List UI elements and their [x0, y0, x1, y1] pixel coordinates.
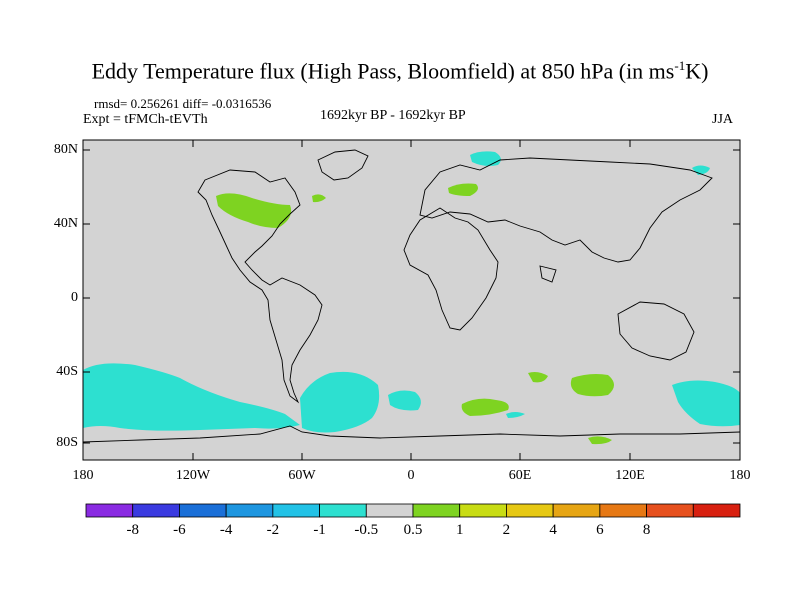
colorbar-swatch [599, 503, 647, 518]
lat-label-80n: 80N [53, 142, 78, 157]
lon-label-120w: 120W [175, 468, 211, 483]
lon-label-60w: 60W [288, 468, 316, 483]
southern-pacific-region [83, 363, 300, 431]
lon-label-180e: 180 [729, 468, 751, 483]
season-label: JJA [712, 112, 734, 127]
negative-flux-regions [83, 151, 740, 433]
lat-label-80s: 80S [56, 435, 78, 450]
colorbar-label: -2 [266, 522, 280, 538]
greenland-coastline [317, 149, 369, 181]
experiment-label: Expt = tFMCh-tEVTh [83, 112, 208, 127]
eurasia-coastline [419, 157, 713, 263]
colorbar-label: 0.5 [403, 522, 423, 538]
south-atlantic-region [300, 371, 380, 433]
colorbar-swatch [365, 503, 414, 518]
colorbar-swatch [506, 503, 554, 518]
indian-ocean-region [570, 374, 614, 397]
lat-label-40s: 40S [56, 364, 78, 379]
chart-title: Eddy Temperature flux (High Pass, Bloomf… [91, 58, 709, 84]
antarctic-coast-region [588, 436, 612, 445]
colorbar-label: -6 [173, 522, 186, 538]
antarctica-coastline [82, 425, 741, 443]
positive-flux-regions [216, 183, 614, 445]
colorbar-swatch [272, 503, 320, 518]
colorbar-label: -0.5 [354, 522, 379, 538]
lon-label-0: 0 [407, 468, 415, 483]
colorbar-label: 8 [642, 522, 651, 538]
south-atlantic-small-region [388, 390, 421, 411]
period-label: 1692kyr BP - 1692kyr BP [320, 108, 466, 123]
south-indian-small-region [506, 412, 525, 418]
colorbar-swatch [459, 503, 507, 518]
axis-ticks [83, 140, 740, 460]
colorbar-swatch [132, 503, 180, 518]
lat-label-0: 0 [71, 290, 78, 305]
colorbar-swatch [646, 503, 694, 518]
south-indian-region [461, 398, 509, 416]
lat-label-40n: 40N [53, 216, 78, 231]
barents-sea-region [470, 151, 501, 166]
southern-pacific-east-region [672, 380, 740, 427]
colorbar-swatch [319, 503, 367, 518]
colorbar-swatch [692, 503, 741, 518]
colorbar-swatch [225, 503, 274, 518]
madagascar-south-region [528, 372, 548, 383]
lon-label-120e: 120E [615, 468, 645, 483]
newfoundland-region [312, 194, 326, 203]
colorbar-label: 1 [455, 522, 464, 538]
lon-label-60e: 60E [508, 468, 532, 483]
stats-text: rmsd= 0.256261 diff= -0.0316536 [94, 96, 272, 111]
lon-label-180w: 180 [72, 468, 94, 483]
colorbar-swatch [85, 503, 134, 518]
colorbar-label: 4 [549, 522, 557, 538]
africa-coastline [403, 207, 499, 331]
colorbar-swatch [412, 503, 461, 518]
madagascar-coastline [539, 265, 557, 283]
coastlines [82, 149, 741, 443]
americas-coastline [197, 169, 323, 404]
colorbar-swatch [179, 503, 227, 518]
australia-coastline [617, 301, 695, 361]
colorbar-label: -8 [126, 522, 139, 538]
north-america-region [216, 193, 292, 228]
colorbar-label: -1 [313, 522, 326, 538]
colorbar-swatch [552, 503, 601, 518]
colorbar-label: 6 [596, 522, 604, 538]
colorbar-label: -4 [219, 522, 233, 538]
colorbar-label: 2 [502, 522, 511, 538]
scandinavia-region [448, 183, 478, 196]
colorbar [85, 503, 741, 518]
